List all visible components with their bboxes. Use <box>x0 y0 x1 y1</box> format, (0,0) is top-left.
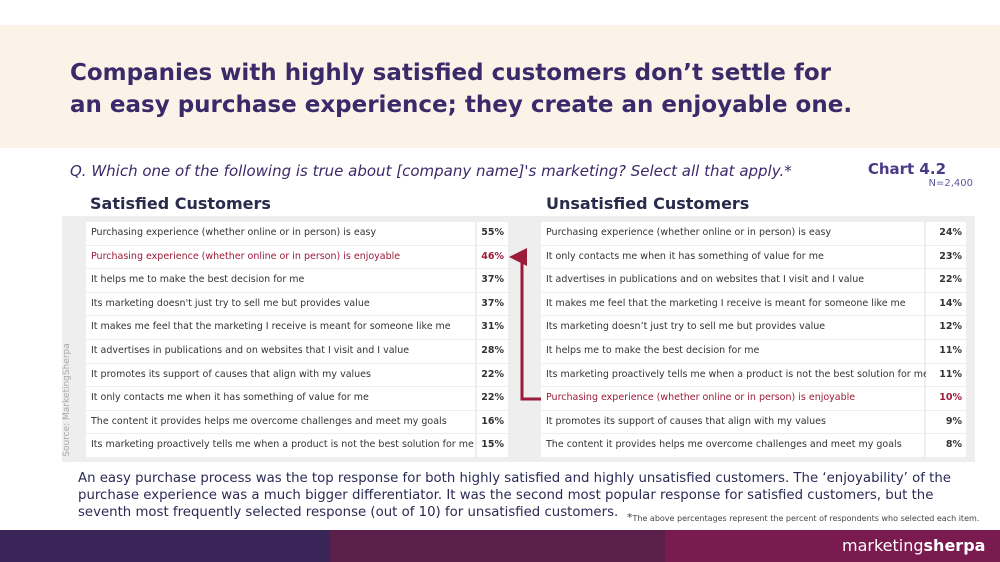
row-value: 11% <box>939 368 962 380</box>
row-value: 9% <box>945 415 962 427</box>
row-label-cell: It advertises in publications and on web… <box>541 269 924 292</box>
row-label: It only contacts me when it has somethin… <box>546 250 824 262</box>
row-label-cell: Purchasing experience (whether online or… <box>541 387 924 410</box>
row-label-cell: Its marketing proactively tells me when … <box>541 363 929 387</box>
row-value-cell: 22% <box>926 269 966 292</box>
row-label-cell: It only contacts me when it has somethin… <box>541 245 924 269</box>
footnote-text: The above percentages represent the perc… <box>632 514 980 523</box>
row-label: It advertises in publications and on web… <box>91 345 410 356</box>
table-heading: Unsatisfied Customers <box>546 194 750 213</box>
row-value-cell: 37% <box>477 292 508 316</box>
row-label: Its marketing proactively tells me when … <box>91 439 474 451</box>
row-value: 55% <box>481 227 504 238</box>
row-label: Purchasing experience (whether online or… <box>91 227 377 238</box>
row-label: It makes me feel that the marketing I re… <box>546 297 906 309</box>
row-value: 31% <box>481 321 504 333</box>
row-label: It helps me to make the best decision fo… <box>91 274 305 286</box>
row-value-cell: 31% <box>477 316 508 339</box>
row-value-cell: 11% <box>926 340 966 363</box>
table-heading: Satisfied Customers <box>90 194 271 213</box>
logo-right: sherpa <box>923 536 986 555</box>
row-label: Purchasing experience (whether online or… <box>91 250 401 262</box>
row-value-cell: 46% <box>477 245 508 269</box>
row-value: 22% <box>481 368 504 380</box>
row-value-cell: 28% <box>477 340 508 363</box>
row-value: 22% <box>939 274 962 286</box>
row-label: It only contacts me when it has somethin… <box>91 392 369 404</box>
row-label: It promotes its support of causes that a… <box>546 415 826 427</box>
footer <box>0 530 1000 562</box>
question: Q. Which one of the following is true ab… <box>70 162 792 180</box>
row-value-cell: 55% <box>477 222 508 245</box>
row-label-cell: It advertises in publications and on web… <box>86 340 475 363</box>
row-value: 22% <box>481 392 504 404</box>
sample-size: N=2,400 <box>928 178 974 189</box>
row-value-cell: 22% <box>477 363 508 387</box>
summary: An easy purchase process was the top res… <box>78 471 951 520</box>
row-value: 24% <box>939 227 962 238</box>
row-value-cell: 9% <box>926 410 966 434</box>
row-label: Its marketing proactively tells me when … <box>546 368 929 380</box>
row-label-cell: It makes me feel that the marketing I re… <box>86 316 475 339</box>
title: an easy purchase experience; they create… <box>70 92 853 118</box>
row-label: It helps me to make the best decision fo… <box>546 345 760 356</box>
row-label-cell: Its marketing doesn’t just try to sell m… <box>541 316 924 339</box>
row-label-cell: Its marketing proactively tells me when … <box>86 434 475 457</box>
row-value-cell: 24% <box>926 222 966 245</box>
row-value-cell: 22% <box>477 387 508 410</box>
logo: marketingsherpa <box>842 536 985 555</box>
row-value-cell: 11% <box>926 363 966 387</box>
row-value: 28% <box>481 345 504 356</box>
row-label-cell: The content it provides helps me overcom… <box>86 410 475 434</box>
row-value: 16% <box>481 415 504 427</box>
row-label-cell: Purchasing experience (whether online or… <box>86 222 475 245</box>
row-value: 11% <box>939 345 962 356</box>
row-value-cell: 12% <box>926 316 966 339</box>
row-label: Purchasing experience (whether online or… <box>546 227 832 238</box>
row-value: 10% <box>939 392 962 404</box>
row-label-cell: It makes me feel that the marketing I re… <box>541 292 924 316</box>
row-value-cell: 23% <box>926 245 966 269</box>
row-value: 12% <box>939 321 962 333</box>
row-value: 15% <box>481 439 504 451</box>
row-label-cell: Purchasing experience (whether online or… <box>541 222 924 245</box>
row-label: Its marketing doesn’t just try to sell m… <box>546 321 826 333</box>
title: Companies with highly satisfied customer… <box>70 60 831 86</box>
row-label: It advertises in publications and on web… <box>546 274 865 286</box>
row-label-cell: The content it provides helps me overcom… <box>541 434 924 457</box>
row-label-cell: It promotes its support of causes that a… <box>86 363 475 387</box>
arrow-line <box>509 248 541 401</box>
row-value-cell: 15% <box>477 434 508 457</box>
footnote: *The above percentages represent the per… <box>627 511 979 524</box>
row-label: Purchasing experience (whether online or… <box>546 392 856 404</box>
row-value: 23% <box>939 250 962 262</box>
row-value-cell: 8% <box>926 434 966 457</box>
row-label: The content it provides helps me overcom… <box>546 439 902 451</box>
row-label: Its marketing doesn't just try to sell m… <box>91 297 370 309</box>
row-label: The content it provides helps me overcom… <box>91 415 447 427</box>
row-label-cell: It promotes its support of causes that a… <box>541 410 924 434</box>
footnote-mark: * <box>627 511 633 524</box>
row-label-cell: Its marketing doesn't just try to sell m… <box>86 292 475 316</box>
row-label-cell: It only contacts me when it has somethin… <box>86 387 475 410</box>
row-value-cell: 14% <box>926 292 966 316</box>
row-value-cell: 10% <box>926 387 966 410</box>
row-label: It makes me feel that the marketing I re… <box>91 321 451 333</box>
row-value: 37% <box>481 297 504 309</box>
row-value: 8% <box>945 439 962 451</box>
row-label-cell: Purchasing experience (whether online or… <box>86 245 475 269</box>
row-value-cell: 16% <box>477 410 508 434</box>
row-value: 14% <box>939 297 962 309</box>
title-band <box>0 25 1000 148</box>
row-value: 37% <box>481 274 504 286</box>
logo-left: marketing <box>842 536 924 555</box>
row-value: 46% <box>481 250 504 262</box>
chart-label: Chart 4.2 <box>867 160 946 178</box>
row-label-cell: It helps me to make the best decision fo… <box>541 340 924 363</box>
row-value-cell: 37% <box>477 269 508 292</box>
row-label: It promotes its support of causes that a… <box>91 368 371 380</box>
row-label-cell: It helps me to make the best decision fo… <box>86 269 475 292</box>
